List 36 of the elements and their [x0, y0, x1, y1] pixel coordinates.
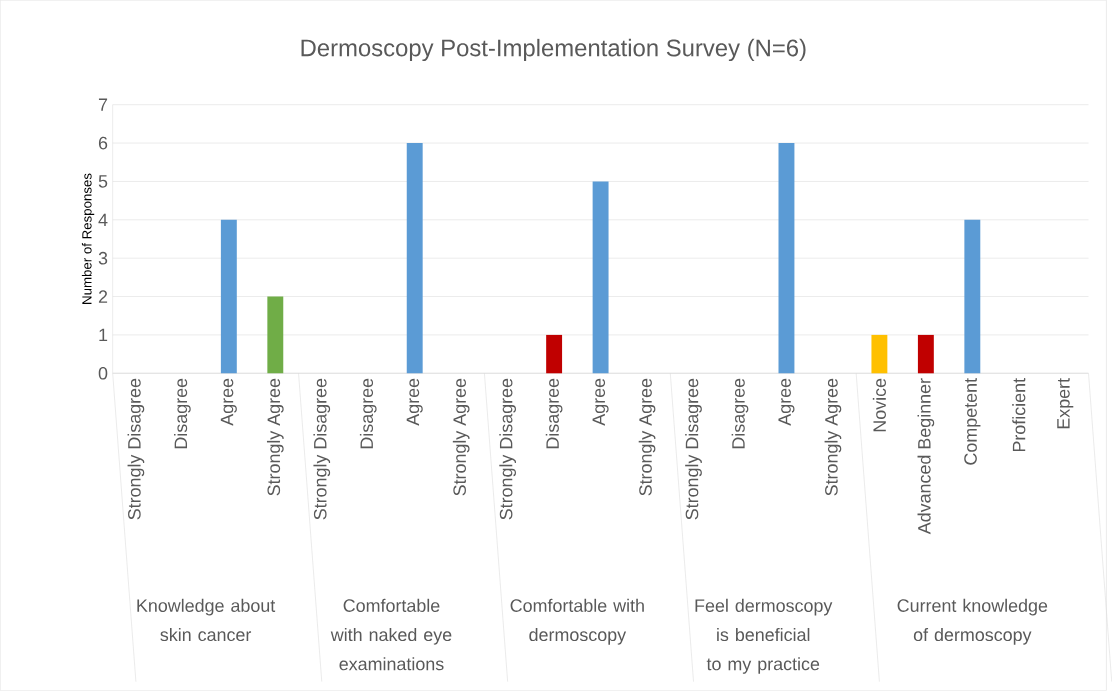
text: Current knowledge of dermoscopy [897, 598, 1048, 645]
y-tick-label: 6 [98, 136, 108, 150]
text: Comfortable with dermoscopy [510, 598, 644, 645]
y-tick-label: 3 [98, 251, 108, 265]
x-tick-label: Strongly Disagree [685, 378, 702, 520]
x-tick-label: Agree [406, 378, 423, 426]
x-tick-label: Agree [592, 378, 609, 426]
y-axis-title: Number of Responses [81, 173, 95, 304]
x-tick-label: Advanced Beginner [917, 378, 935, 535]
x-tick-label: Competent [964, 378, 981, 465]
y-tick-label: 2 [98, 290, 108, 303]
y-tick-label: 4 [98, 213, 108, 227]
text: Knowledge about skin cancer [137, 598, 276, 642]
y-tick-label: 5 [98, 175, 108, 188]
x-tick-label: Disagree [174, 378, 191, 449]
x-tick-label: Strongly Agree [638, 378, 656, 496]
text: Feel dermoscopy is beneficial to my practice [695, 598, 833, 674]
x-tick-label: Disagree [359, 378, 377, 449]
y-tick-label: 0 [98, 367, 108, 380]
x-tick-label: Strongly Agree [266, 378, 284, 496]
chart-title: Dermoscopy Post-Implementation Survey (N=6) [301, 38, 806, 62]
x-tick-label: Agree [220, 378, 237, 426]
y-tick-label: 7 [98, 98, 108, 111]
y-tick-label: 1 [99, 328, 108, 342]
x-tick-label: Proficient [1012, 378, 1026, 452]
x-tick-label: Novice [872, 378, 886, 432]
x-tick-label: Strongly Agree [452, 378, 470, 496]
x-tick-label: Agree [778, 378, 795, 426]
x-tick-label: Strongly Disagree [499, 378, 516, 520]
x-tick-label: Expert [1057, 378, 1074, 429]
x-tick-label: Strongly Disagree [313, 378, 331, 520]
text: Comfortable with naked eye examinations [330, 598, 452, 671]
x-tick-label: Strongly Agree [824, 378, 842, 496]
x-tick-label: Disagree [731, 378, 749, 449]
x-tick-label: Disagree [545, 378, 563, 449]
x-tick-label: Strongly Disagree [127, 378, 145, 520]
